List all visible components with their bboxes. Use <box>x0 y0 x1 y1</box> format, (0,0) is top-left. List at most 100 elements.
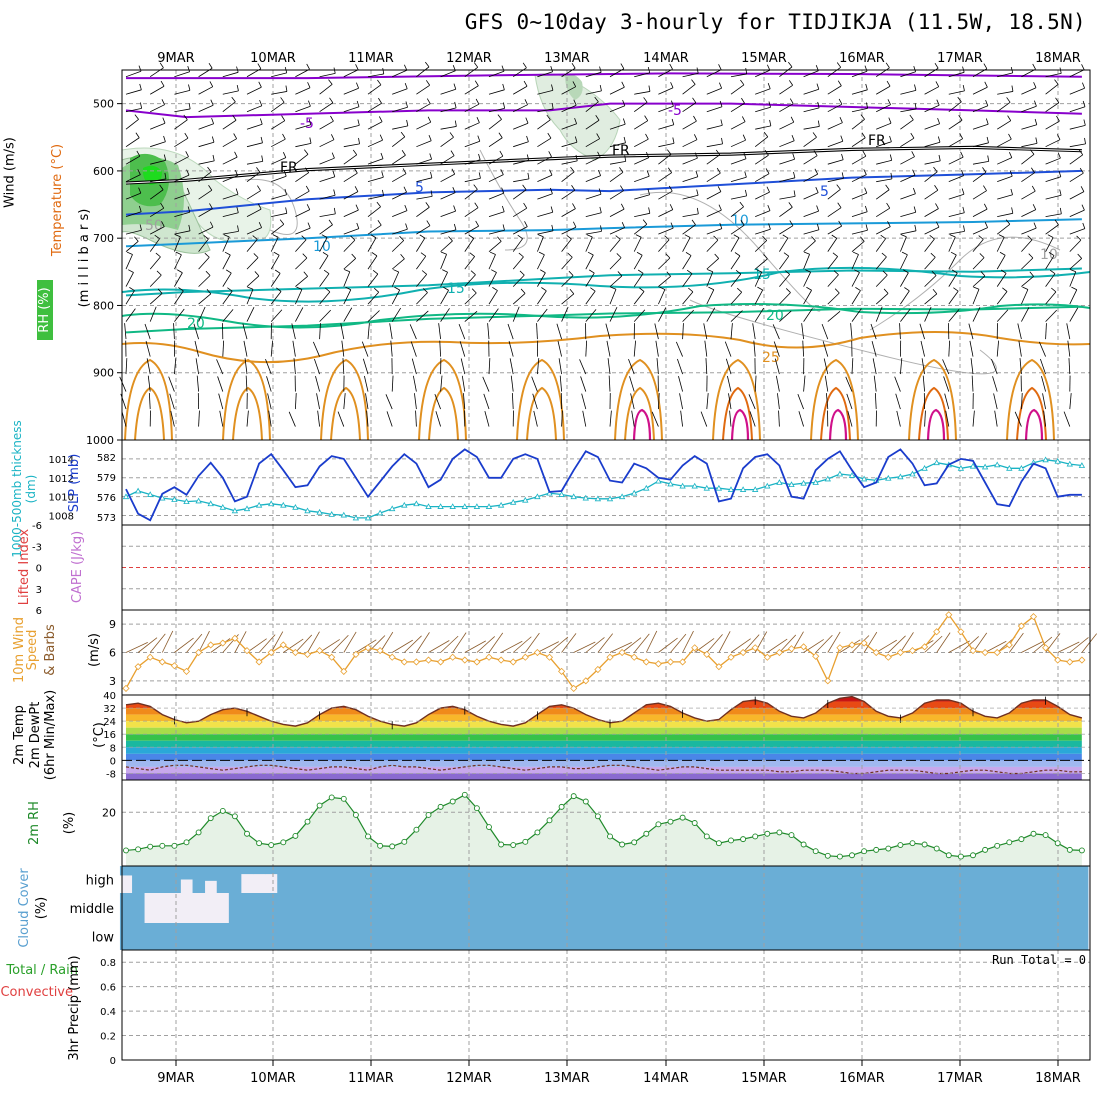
cloud-cover-bar <box>737 923 750 950</box>
wind-barb <box>1021 393 1023 410</box>
wind-barb <box>607 358 611 375</box>
wind-barb <box>571 185 576 191</box>
wind-barb <box>682 309 695 322</box>
wind-barb <box>367 291 380 305</box>
wind-barb <box>924 123 940 130</box>
wind-barb <box>984 81 988 88</box>
wind-barb <box>402 168 407 174</box>
wind-barb <box>994 410 998 427</box>
wind-barb <box>125 70 142 78</box>
thickness-point <box>340 511 347 518</box>
surface-temp-contour <box>712 358 761 441</box>
thickness-point <box>1078 462 1086 468</box>
wind-barb <box>924 275 937 287</box>
wind-barb <box>985 118 989 125</box>
cloud-cover-bar <box>676 923 690 950</box>
wind-barb <box>174 272 183 287</box>
wind-barb <box>609 289 617 305</box>
cloud-cover-bar <box>1063 923 1077 950</box>
wind-barb <box>948 138 963 148</box>
wind-barb <box>922 375 925 392</box>
wind-barb <box>1040 358 1046 375</box>
wind-barb <box>779 158 795 165</box>
wind-barb <box>174 137 189 148</box>
wind-barb <box>900 236 907 252</box>
wind-barb <box>231 96 236 103</box>
wind-barb <box>948 236 956 252</box>
wind-barb <box>730 73 747 78</box>
wind-barb <box>149 207 164 217</box>
wind-speed-point <box>364 644 372 652</box>
wind-barb <box>827 159 844 165</box>
thickness-point <box>631 489 638 496</box>
rh-point <box>800 841 807 848</box>
wind-barb <box>572 221 577 228</box>
wind-barb <box>292 340 296 357</box>
wind-barb <box>134 114 139 120</box>
thickness-point <box>534 493 541 500</box>
wind-barb <box>1055 97 1060 103</box>
wind-barb <box>789 220 794 226</box>
cloud-cover-bar <box>761 866 774 893</box>
wind-barb <box>924 141 941 148</box>
wind-barb <box>1048 252 1055 256</box>
cloud-cover-bar <box>180 866 193 880</box>
contour-label: 5 <box>820 184 829 200</box>
wind-barb <box>962 66 965 73</box>
wind-barb <box>174 234 181 238</box>
wind-barb <box>678 376 683 392</box>
rh-point <box>849 852 855 859</box>
wind-barb <box>537 290 547 305</box>
rh-point <box>764 830 771 837</box>
temperature-band <box>126 740 1082 748</box>
thickness-point <box>824 475 831 482</box>
thickness-point <box>703 484 710 491</box>
wind-barb <box>779 274 790 287</box>
wind-barb <box>658 289 666 305</box>
temperature-isoline <box>126 72 1082 80</box>
wind-barb <box>285 207 288 214</box>
cloud-cover-bar <box>870 923 883 950</box>
wind-barb <box>1069 69 1085 78</box>
temperature-line <box>125 695 1083 727</box>
wind-barb <box>474 202 479 208</box>
cloud-cover-bar <box>616 893 629 923</box>
wind-barb <box>337 411 345 427</box>
wind-barb <box>1008 133 1012 140</box>
wind-barb <box>749 411 756 427</box>
cloud-cover-bar <box>1063 893 1077 923</box>
thickness-point <box>497 501 505 508</box>
cloud-cover-bar <box>906 893 919 923</box>
wind-speed-point <box>376 647 384 655</box>
cloud-cover-bar <box>422 866 435 893</box>
cloud-cover-bar <box>337 893 351 923</box>
wind-barb <box>1082 222 1086 229</box>
wind-barb <box>851 308 862 322</box>
wind-barb <box>609 239 621 252</box>
wind-barb <box>887 221 891 227</box>
thickness-point <box>812 479 819 485</box>
wind-barb <box>637 269 644 274</box>
thickness-point <box>413 500 420 507</box>
wind-barb <box>136 150 141 157</box>
wind-barb <box>1071 286 1077 291</box>
wind-barb <box>924 293 938 305</box>
wind-barb <box>997 138 1012 148</box>
wind-barb <box>209 221 214 228</box>
wind-barb <box>216 359 224 375</box>
wind-barb <box>193 323 199 340</box>
wind-barb <box>351 253 356 259</box>
wind-barb <box>429 153 432 160</box>
cloud-cover-bar <box>398 893 411 923</box>
wind-barb <box>137 169 141 175</box>
wind-barb <box>440 173 455 183</box>
wind-barb <box>309 137 312 144</box>
wind-speed-point <box>872 648 880 657</box>
wind-barb <box>367 237 377 252</box>
wind-barb <box>1035 137 1038 144</box>
wind-barb <box>1042 393 1046 410</box>
wind-barb <box>426 98 431 104</box>
cloud-cover-bar <box>749 923 762 950</box>
wind-barb <box>730 224 745 235</box>
wind-barb <box>261 155 264 162</box>
